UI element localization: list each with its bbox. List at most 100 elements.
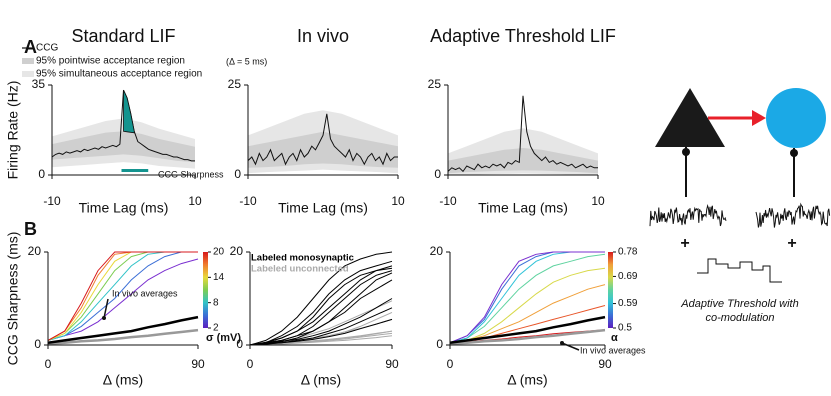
y-tick-label: 0: [436, 337, 443, 351]
series-line: [249, 251, 393, 346]
legend-label: Labeled monosynaptic: [251, 253, 354, 264]
series-line: [249, 267, 393, 346]
x-tick-label: 90: [385, 357, 399, 371]
legend-swatch: [22, 71, 34, 77]
y-tick-label: 20: [230, 244, 244, 258]
series-line: [449, 251, 605, 344]
y-tick-label: 0: [234, 167, 241, 181]
series-line: [249, 279, 393, 346]
y-tick-label: 0: [38, 167, 45, 181]
annotation-arrow: [103, 298, 109, 319]
series-line: [47, 258, 199, 341]
plus-sign: +: [680, 235, 689, 252]
colorbar-tick-label: 0.59: [618, 298, 638, 309]
series-line: [449, 253, 606, 344]
series-line: [247, 113, 398, 166]
x-axis-label: Time Lag (ms): [478, 200, 568, 216]
plot-area: [247, 110, 398, 174]
y-tick-label: 20: [28, 244, 42, 258]
y-tick-label: 0: [34, 337, 41, 351]
y-tick-label: 35: [32, 77, 46, 91]
x-tick-label: 0: [45, 357, 52, 371]
plot-area: [449, 251, 606, 345]
electrode: [790, 149, 798, 157]
x-tick-label: 0: [447, 357, 454, 371]
diagram-caption: Adaptive Threshold with: [680, 298, 798, 310]
series-line: [249, 260, 393, 346]
acceptance-band: [52, 131, 195, 163]
series-line: [47, 315, 199, 344]
colorbar: [203, 252, 208, 328]
sharpness-bracket: [121, 169, 149, 172]
colorbar-label: σ (mV): [206, 332, 241, 344]
x-tick-label: 10: [391, 194, 405, 208]
diagram-caption: co-modulation: [705, 312, 774, 324]
annotation-arrow-head: [102, 316, 106, 320]
plot-area: [47, 251, 199, 345]
excitatory-neuron: [655, 88, 725, 147]
x-axis-label: Δ (ms): [507, 372, 547, 388]
x-axis-label: Δ (ms): [103, 372, 143, 388]
annotation-arrow: [561, 342, 580, 351]
y-tick-label: 20: [430, 244, 444, 258]
acceptance-band: [248, 131, 398, 168]
x-tick-label: 0: [247, 357, 254, 371]
x-tick-label: 90: [191, 357, 205, 371]
series-line: [449, 328, 606, 345]
x-axis-label: Δ (ms): [301, 372, 341, 388]
y-tick-label: 25: [228, 77, 242, 91]
legend-label: Labeled unconnected: [251, 264, 349, 275]
y-axis-label: Firing Rate (Hz): [5, 81, 21, 180]
y-axis-label: CCG Sharpness (ms): [5, 232, 21, 366]
colorbar-tick-label: 0.5: [618, 323, 632, 334]
colorbar: [608, 252, 613, 328]
electrode: [682, 148, 690, 156]
series-line: [249, 298, 393, 346]
annotation-arrow-head: [560, 341, 564, 345]
colorbar-tick-label: 20: [213, 247, 225, 258]
colorbar-tick-label: 0.69: [618, 271, 638, 282]
legend-label: 95% simultaneous acceptance region: [36, 69, 202, 80]
chart-title: Adaptive Threshold LIF: [430, 26, 616, 46]
panel-label: A: [24, 37, 37, 57]
sharpness-fill: [123, 89, 135, 134]
annotation: In vivo averages: [580, 345, 646, 355]
colorbar-tick-label: 0.78: [618, 247, 638, 258]
x-axis-label: Time Lag (ms): [79, 200, 169, 216]
colorbar-tick-label: 2: [213, 323, 219, 334]
neuron-diagram: + + Adaptive Threshold with co-modulatio…: [649, 88, 831, 324]
series-line: [47, 251, 198, 341]
colorbar-tick-label: 8: [213, 297, 219, 308]
plus-sign: +: [787, 235, 796, 252]
x-tick-label: -10: [239, 194, 257, 208]
x-tick-label: 90: [598, 357, 612, 371]
threshold-waveform: [697, 258, 782, 283]
x-tick-label: 10: [591, 194, 605, 208]
x-tick-label: -10: [43, 194, 61, 208]
colorbar-label: α: [611, 332, 618, 344]
series-line: [447, 95, 598, 173]
plot-area: [249, 251, 393, 346]
membrane-trace: [755, 202, 831, 228]
y-tick-label: 0: [434, 167, 441, 181]
chart-title: In vivo: [297, 26, 349, 46]
membrane-trace: [649, 204, 727, 227]
target-neuron: [766, 88, 826, 148]
series-line: [47, 328, 199, 345]
colorbar-tick-label: 14: [213, 272, 225, 283]
annotation: In vivo averages: [112, 288, 178, 298]
annotation: CCG Sharpness: [158, 169, 224, 179]
series-line: [449, 315, 606, 344]
plot-area: [447, 95, 598, 175]
x-tick-label: 10: [188, 194, 202, 208]
legend-label: CCG: [36, 43, 58, 54]
plot-area: [51, 89, 195, 169]
x-axis-label: Time Lag (ms): [278, 200, 368, 216]
x-tick-label: -10: [439, 194, 457, 208]
y-tick-label: 25: [428, 77, 442, 91]
arrow-head: [752, 110, 766, 126]
legend-swatch: [22, 58, 34, 64]
acceptance-band: [448, 148, 598, 174]
annotation: (Δ = 5 ms): [226, 56, 267, 66]
